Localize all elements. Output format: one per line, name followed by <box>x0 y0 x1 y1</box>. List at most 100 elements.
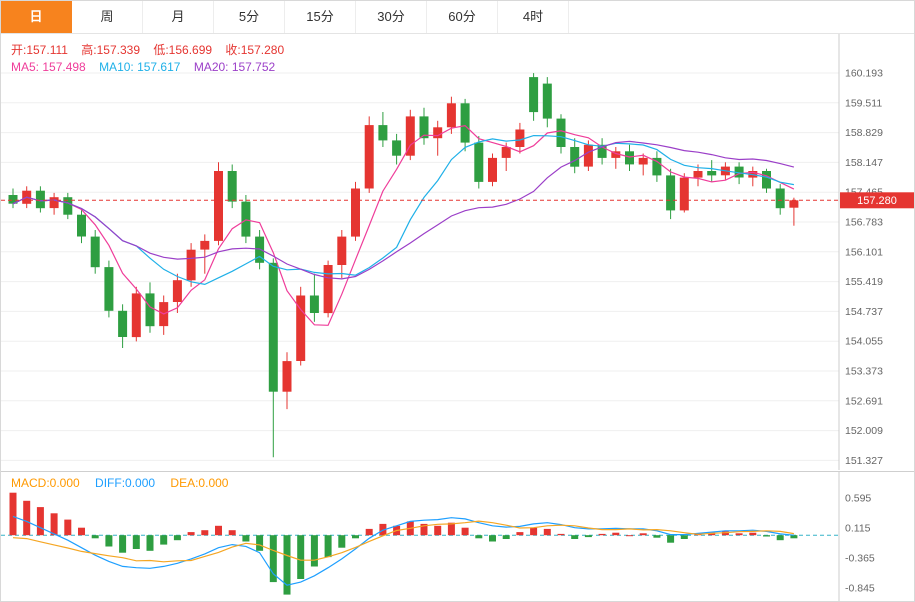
macd-bar[interactable] <box>379 523 387 536</box>
candle[interactable] <box>515 122 525 154</box>
macd-bar[interactable] <box>283 535 291 595</box>
candle[interactable] <box>762 168 771 193</box>
candle[interactable] <box>474 136 484 189</box>
macd-bar[interactable] <box>790 535 798 539</box>
macd-bar[interactable] <box>516 532 524 536</box>
macd-bar[interactable] <box>78 527 85 536</box>
macd-bar[interactable] <box>187 532 195 536</box>
macd-bar[interactable] <box>612 532 620 536</box>
macd-bar[interactable] <box>173 535 181 541</box>
candle[interactable] <box>775 184 785 215</box>
macd-chart-svg[interactable]: 0.595 0.115 -0.365 -0.845 <box>1 472 915 602</box>
candle[interactable] <box>268 258 278 458</box>
macd-bar[interactable] <box>557 533 565 536</box>
candle[interactable] <box>8 188 18 209</box>
candle[interactable] <box>488 153 497 187</box>
candle[interactable] <box>789 197 799 226</box>
candle[interactable] <box>282 352 292 410</box>
candle[interactable] <box>707 160 717 182</box>
macd-bar[interactable] <box>502 535 510 539</box>
candle[interactable] <box>638 153 648 176</box>
macd-bar[interactable] <box>324 535 332 558</box>
macd-panel[interactable]: 0.595 0.115 -0.365 -0.845 MACD:0.000 DIFF:0… <box>1 471 915 602</box>
macd-bar[interactable] <box>680 535 688 539</box>
macd-bar[interactable] <box>420 523 428 536</box>
macd-bar[interactable] <box>119 535 127 553</box>
macd-bar[interactable] <box>242 535 250 542</box>
tab-day[interactable]: 日 <box>1 1 72 33</box>
macd-bar[interactable] <box>256 535 264 551</box>
candle[interactable] <box>49 192 59 215</box>
candle[interactable] <box>35 186 45 213</box>
macd-bar[interactable] <box>461 527 469 536</box>
candle[interactable] <box>748 166 758 187</box>
candle[interactable] <box>90 230 100 274</box>
candle[interactable] <box>337 230 347 279</box>
candle[interactable] <box>405 109 415 161</box>
macd-bar[interactable] <box>310 535 318 567</box>
macd-bar[interactable] <box>571 535 579 539</box>
candle[interactable] <box>625 144 634 171</box>
macd-bar[interactable] <box>475 535 483 539</box>
tab-30min[interactable]: 30分 <box>356 1 427 33</box>
candle[interactable] <box>597 138 607 165</box>
tab-4hour[interactable]: 4时 <box>498 1 569 33</box>
macd-bar[interactable] <box>23 500 31 536</box>
macd-bar[interactable] <box>64 519 72 536</box>
macd-bar[interactable] <box>735 533 743 536</box>
candle[interactable] <box>118 304 128 348</box>
candle[interactable] <box>378 112 388 147</box>
candle[interactable] <box>77 210 86 244</box>
candle[interactable] <box>556 114 566 154</box>
macd-bar[interactable] <box>36 507 44 536</box>
candle[interactable] <box>433 120 443 156</box>
macd-bar[interactable] <box>584 535 592 538</box>
macd-bar[interactable] <box>447 522 455 536</box>
tab-month[interactable]: 月 <box>143 1 214 33</box>
macd-bar[interactable] <box>91 535 99 539</box>
macd-bar[interactable] <box>160 535 168 545</box>
macd-bar[interactable] <box>530 527 538 536</box>
candle[interactable] <box>611 147 621 169</box>
macd-bar[interactable] <box>489 535 496 542</box>
candle[interactable] <box>296 286 306 366</box>
candle[interactable] <box>131 286 141 342</box>
candle[interactable] <box>364 116 374 193</box>
candle[interactable] <box>351 181 360 241</box>
candle[interactable] <box>214 162 223 246</box>
macd-bar[interactable] <box>269 535 277 583</box>
candle[interactable] <box>323 260 333 318</box>
macd-bar[interactable] <box>297 535 305 579</box>
candle[interactable] <box>666 168 676 220</box>
macd-bar[interactable] <box>776 535 784 541</box>
macd-bar[interactable] <box>105 535 113 547</box>
macd-bar[interactable] <box>763 535 770 537</box>
macd-bar[interactable] <box>201 530 209 536</box>
tab-15min[interactable]: 15分 <box>285 1 356 33</box>
candle[interactable] <box>583 140 593 171</box>
macd-bar[interactable] <box>598 533 606 536</box>
candle[interactable] <box>419 107 429 145</box>
macd-bar[interactable] <box>9 492 17 536</box>
macd-bar[interactable] <box>749 532 757 536</box>
macd-bar[interactable] <box>365 528 373 536</box>
candle[interactable] <box>679 173 689 213</box>
candle[interactable] <box>172 273 182 313</box>
macd-bar[interactable] <box>708 532 716 536</box>
macd-bar[interactable] <box>132 535 140 549</box>
candle[interactable] <box>652 151 662 182</box>
macd-bar[interactable] <box>228 530 236 536</box>
candle[interactable] <box>104 260 114 318</box>
candle[interactable] <box>542 77 552 128</box>
candle[interactable] <box>392 133 402 165</box>
macd-bar[interactable] <box>146 535 154 551</box>
price-chart-svg[interactable]: 160.193159.511158.829158.147157.465156.7… <box>1 34 915 470</box>
macd-bar[interactable] <box>653 535 661 538</box>
candle[interactable] <box>63 192 73 220</box>
candle[interactable] <box>570 138 580 174</box>
macd-bar[interactable] <box>626 535 633 537</box>
macd-bar[interactable] <box>50 513 58 536</box>
candle[interactable] <box>529 73 539 121</box>
macd-bar[interactable] <box>215 525 222 536</box>
candle[interactable] <box>241 195 251 244</box>
